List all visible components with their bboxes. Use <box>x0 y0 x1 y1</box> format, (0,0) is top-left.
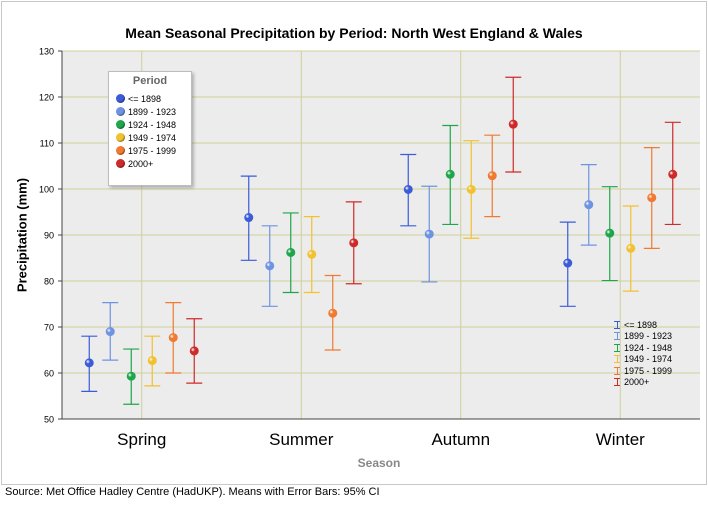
period-legend: Period <= 1898 1899 - 1923 1924 - 1948 1949… <box>108 71 192 186</box>
y-axis-label: Precipitation (mm) <box>14 177 30 293</box>
mean-point <box>403 184 413 194</box>
mean-point <box>189 346 199 356</box>
period-legend-item: 1975 - 1999 <box>116 144 191 157</box>
mean-point <box>126 371 136 381</box>
mean-point <box>265 261 275 271</box>
mean-point <box>168 333 178 343</box>
errorbar-legend-item: 1924 - 1948 <box>614 342 672 354</box>
errorbar-legend-item: 1949 - 1974 <box>614 354 672 366</box>
y-tick-label: 100 <box>39 185 54 195</box>
period-legend-item: 2000+ <box>116 157 191 170</box>
x-tick-label: Winter <box>596 430 645 449</box>
period-legend-item: <= 1898 <box>116 92 191 105</box>
legend-marker-icon <box>116 107 125 116</box>
mean-point <box>584 200 594 210</box>
mean-point <box>508 119 518 129</box>
errorbar-legend: <= 1898 1899 - 1923 1924 - 1948 1949 - 1974… <box>614 319 672 388</box>
mean-point <box>286 247 296 257</box>
legend-label: <= 1898 <box>624 319 658 330</box>
errorbar-legend-item: 2000+ <box>614 377 672 389</box>
mean-point <box>605 228 615 238</box>
errorbar-legend-icon <box>614 366 620 375</box>
errorbar-legend-icon <box>614 320 620 329</box>
y-tick-label: 120 <box>39 93 54 103</box>
errorbar-legend-icon <box>614 378 620 387</box>
legend-label: 1924 - 1948 <box>128 119 177 130</box>
mean-point <box>244 213 254 223</box>
mean-point <box>349 238 359 248</box>
mean-point <box>626 243 636 253</box>
x-tick-label: Summer <box>269 430 334 449</box>
legend-marker-icon <box>116 133 125 142</box>
y-tick-label: 90 <box>44 231 54 241</box>
y-tick-label: 80 <box>44 277 54 287</box>
errorbar-legend-icon <box>614 332 620 341</box>
legend-marker-icon <box>116 94 125 103</box>
y-tick-label: 50 <box>44 415 54 425</box>
x-tick-label: Autumn <box>431 430 490 449</box>
mean-point <box>647 193 657 203</box>
legend-label: 1975 - 1999 <box>624 365 673 376</box>
period-legend-title: Period <box>132 75 168 87</box>
legend-label: 1899 - 1923 <box>128 106 177 117</box>
mean-point <box>105 327 115 337</box>
mean-point <box>307 249 317 259</box>
period-legend-item: 1949 - 1974 <box>116 131 191 144</box>
legend-label: 2000+ <box>624 377 650 388</box>
y-tick-label: 130 <box>39 47 54 57</box>
legend-label: 1949 - 1974 <box>128 132 177 143</box>
chart-title: Mean Seasonal Precipitation by Period: N… <box>125 25 583 41</box>
errorbar-legend-item: <= 1898 <box>614 319 672 331</box>
mean-point <box>84 358 94 368</box>
legend-label: <= 1898 <box>128 93 162 104</box>
period-legend-item: 1899 - 1923 <box>116 105 191 118</box>
x-tick-label: Spring <box>117 430 166 449</box>
legend-marker-icon <box>116 159 125 168</box>
source-note: Source: Met Office Hadley Centre (HadUKP… <box>5 486 380 498</box>
legend-label: 1899 - 1923 <box>624 331 673 342</box>
legend-marker-icon <box>116 120 125 129</box>
errorbar-legend-icon <box>614 355 620 364</box>
mean-point <box>668 169 678 179</box>
errorbar-legend-item: 1899 - 1923 <box>614 331 672 343</box>
mean-point <box>487 171 497 181</box>
mean-point <box>147 356 157 366</box>
mean-point <box>563 258 573 268</box>
mean-point <box>466 184 476 194</box>
mean-point <box>424 229 434 239</box>
mean-point <box>445 169 455 179</box>
legend-marker-icon <box>116 146 125 155</box>
errorbar-legend-item: 1975 - 1999 <box>614 365 672 377</box>
legend-label: 1949 - 1974 <box>624 354 673 365</box>
legend-label: 1975 - 1999 <box>128 145 177 156</box>
y-tick-label: 60 <box>44 369 54 379</box>
errorbar-legend-icon <box>614 343 620 352</box>
legend-label: 2000+ <box>128 158 154 169</box>
y-tick-label: 70 <box>44 323 54 333</box>
y-tick-label: 110 <box>40 139 54 149</box>
mean-point <box>328 308 338 318</box>
period-legend-item: 1924 - 1948 <box>116 118 191 131</box>
x-axis-label: Season <box>357 456 401 470</box>
legend-label: 1924 - 1948 <box>624 342 673 353</box>
